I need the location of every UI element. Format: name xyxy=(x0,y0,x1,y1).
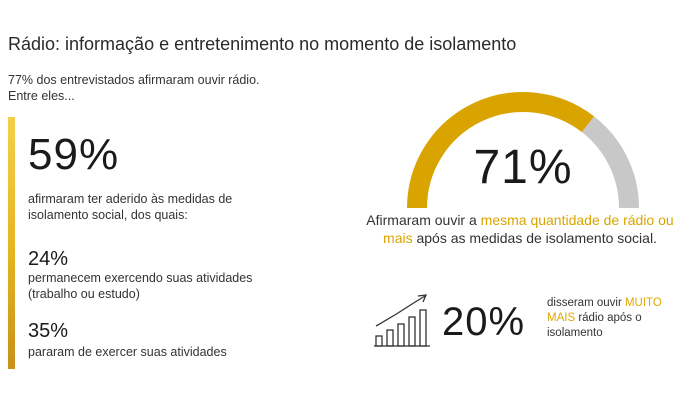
gauge-desc-highlight: mesma quantidade de rádio ou mais xyxy=(383,212,674,246)
intro-line-2: Entre eles... xyxy=(8,89,75,103)
stat-24-value: 24% xyxy=(28,248,69,270)
intro-line-1: 77% dos entrevistados afirmaram ouvir rá… xyxy=(8,73,260,87)
stat-24-description: permanecem exercendo suas atividades (tr… xyxy=(28,271,253,301)
stat-35-description: pararam de exercer suas atividades xyxy=(28,345,227,359)
gauge-desc-before: Afirmaram ouvir a xyxy=(366,212,481,228)
growth-desc-before: disseram ouvir xyxy=(547,297,625,309)
gauge-chart xyxy=(407,92,639,209)
gauge-remainder-arc xyxy=(581,116,639,209)
growth-bars-icon xyxy=(374,294,430,347)
stat-59-value: 59% xyxy=(28,130,120,179)
gauge-value-arc xyxy=(407,92,595,209)
gauge-description: Afirmaram ouvir a mesma quantidade de rá… xyxy=(360,211,680,247)
growth-description: disseram ouvir MUITO MAIS rádio após o i… xyxy=(547,296,677,341)
accent-bar xyxy=(8,117,15,369)
stat-35-value: 35% xyxy=(28,320,69,342)
growth-desc-highlight: MUITO MAIS xyxy=(547,297,662,324)
intro-text: 77% dos entrevistados afirmaram ouvir rá… xyxy=(8,72,260,104)
gauge-value: 71% xyxy=(473,141,573,194)
gauge-desc-after: após as medidas de isolamento social. xyxy=(412,230,657,246)
growth-value: 20% xyxy=(442,300,526,344)
growth-desc-after: rádio após o isolamento xyxy=(547,312,642,339)
page-title: Rádio: informação e entretenimento no mo… xyxy=(8,34,517,54)
stat-59-description: afirmaram ter aderido às medidas de isol… xyxy=(28,192,233,222)
